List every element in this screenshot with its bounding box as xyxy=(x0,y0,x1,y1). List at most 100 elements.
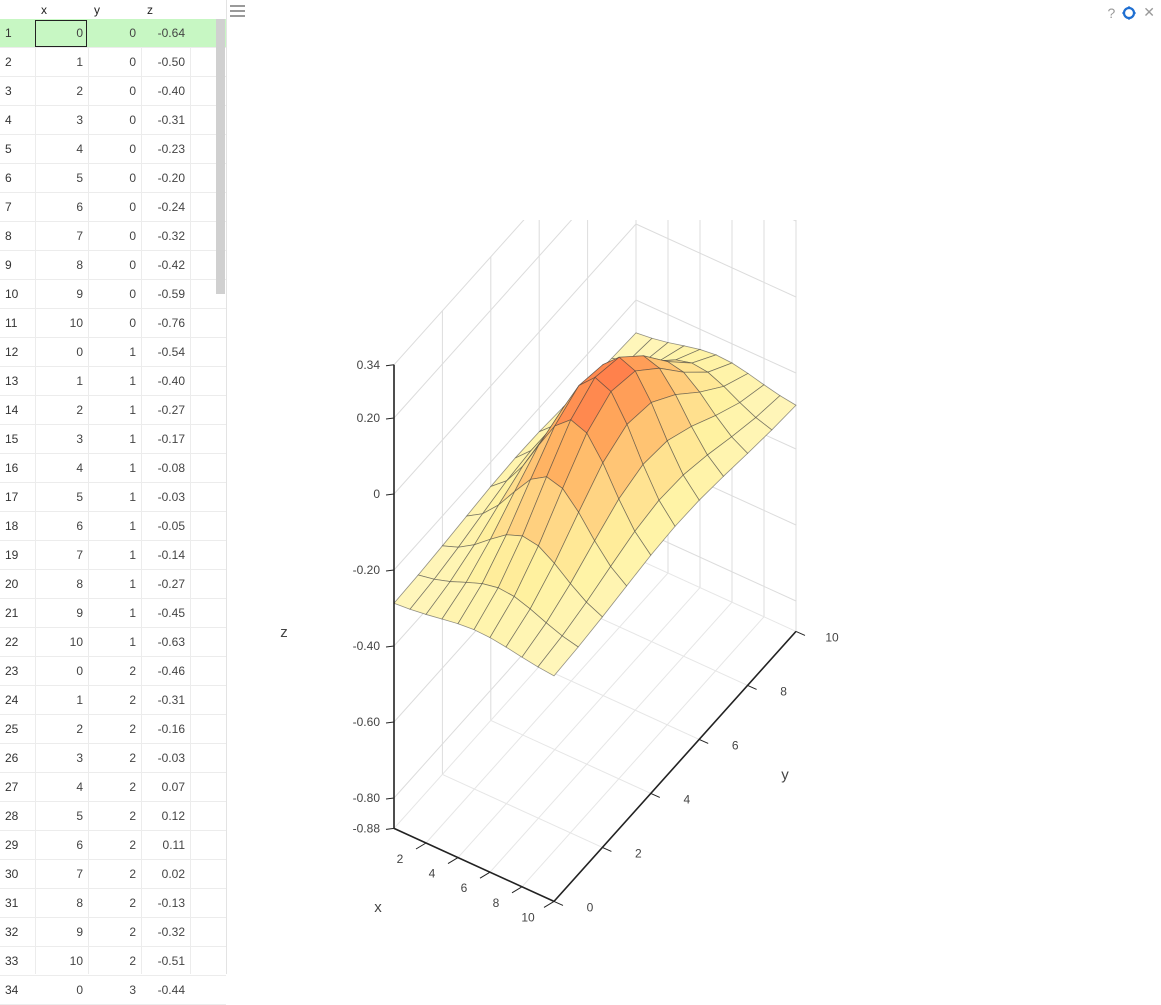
surface-chart[interactable]: 0.34 0.20 0 -0.20 -0.40 -0.60 -0.80 -0.88 2 4 6 8 10… xyxy=(240,220,1040,940)
cell-x[interactable]: 9 xyxy=(76,925,83,939)
cell-z[interactable]: -0.14 xyxy=(157,548,185,562)
table-row[interactable]: 2 1 0 -0.50 xyxy=(0,48,226,77)
table-scrollbar[interactable] xyxy=(216,19,225,294)
cell-y[interactable]: 1 xyxy=(129,577,136,591)
table-row[interactable]: 23 0 2 -0.46 xyxy=(0,657,226,686)
cell-x[interactable]: 4 xyxy=(76,142,83,156)
cell-z[interactable]: -0.40 xyxy=(157,84,185,98)
cell-z[interactable]: 0.12 xyxy=(161,809,185,823)
cell-x[interactable]: 1 xyxy=(76,374,83,388)
cell-x[interactable]: 4 xyxy=(76,780,83,794)
cell-y[interactable]: 0 xyxy=(129,229,136,243)
table-row[interactable]: 32 9 2 -0.32 xyxy=(0,918,226,947)
cell-x[interactable]: 10 xyxy=(69,635,83,649)
cell-z[interactable]: -0.23 xyxy=(157,142,185,156)
cell-x[interactable]: 2 xyxy=(76,403,83,417)
cell-y[interactable]: 1 xyxy=(129,461,136,475)
column-header-y[interactable]: y xyxy=(94,3,100,17)
table-row[interactable]: 10 9 0 -0.59 xyxy=(0,280,226,309)
table-row[interactable]: 14 2 1 -0.27 xyxy=(0,396,226,425)
help-icon[interactable]: ? xyxy=(1107,4,1116,21)
cell-y[interactable]: 1 xyxy=(129,635,136,649)
gear-icon[interactable] xyxy=(1122,5,1136,20)
table-row[interactable]: 18 6 1 -0.05 xyxy=(0,512,226,541)
cell-y[interactable]: 2 xyxy=(129,693,136,707)
cell-y[interactable]: 0 xyxy=(129,287,136,301)
cell-y[interactable]: 2 xyxy=(129,664,136,678)
cell-z[interactable]: -0.42 xyxy=(157,258,185,272)
cell-z[interactable]: -0.20 xyxy=(157,171,185,185)
cell-y[interactable]: 0 xyxy=(129,113,136,127)
cell-z[interactable]: -0.17 xyxy=(157,432,185,446)
cell-z[interactable]: -0.50 xyxy=(157,55,185,69)
cell-x[interactable]: 10 xyxy=(69,954,83,968)
cell-z[interactable]: -0.44 xyxy=(157,983,185,997)
cell-y[interactable]: 1 xyxy=(129,548,136,562)
table-row[interactable]: 3 2 0 -0.40 xyxy=(0,77,226,106)
cell-y[interactable]: 2 xyxy=(129,954,136,968)
cell-z[interactable]: -0.08 xyxy=(157,461,185,475)
cell-z[interactable]: -0.05 xyxy=(157,519,185,533)
column-header-z[interactable]: z xyxy=(147,3,153,17)
cell-z[interactable]: -0.13 xyxy=(157,896,185,910)
table-row[interactable]: 28 5 2 0.12 xyxy=(0,802,226,831)
table-row[interactable]: 19 7 1 -0.14 xyxy=(0,541,226,570)
table-row[interactable]: 25 2 2 -0.16 xyxy=(0,715,226,744)
cell-z[interactable]: 0.07 xyxy=(161,780,185,794)
cell-x[interactable]: 0 xyxy=(76,26,83,40)
cell-x[interactable]: 3 xyxy=(76,113,83,127)
cell-x[interactable]: 8 xyxy=(76,577,83,591)
cell-x[interactable]: 6 xyxy=(76,519,83,533)
close-icon[interactable]: ✕ xyxy=(1143,4,1155,20)
cell-z[interactable]: -0.24 xyxy=(157,200,185,214)
table-row[interactable]: 8 7 0 -0.32 xyxy=(0,222,226,251)
cell-x[interactable]: 6 xyxy=(76,200,83,214)
cell-x[interactable]: 5 xyxy=(76,490,83,504)
cell-x[interactable]: 9 xyxy=(76,287,83,301)
cell-y[interactable]: 1 xyxy=(129,374,136,388)
cell-z[interactable]: -0.16 xyxy=(157,722,185,736)
cell-x[interactable]: 8 xyxy=(76,896,83,910)
cell-z[interactable]: -0.45 xyxy=(157,606,185,620)
cell-z[interactable]: -0.64 xyxy=(157,26,185,40)
table-row[interactable]: 13 1 1 -0.40 xyxy=(0,367,226,396)
cell-z[interactable]: -0.03 xyxy=(157,490,185,504)
table-row[interactable]: 29 6 2 0.11 xyxy=(0,831,226,860)
table-row[interactable]: 11 10 0 -0.76 xyxy=(0,309,226,338)
table-row[interactable]: 27 4 2 0.07 xyxy=(0,773,226,802)
table-row[interactable]: 7 6 0 -0.24 xyxy=(0,193,226,222)
cell-y[interactable]: 1 xyxy=(129,519,136,533)
cell-y[interactable]: 0 xyxy=(129,316,136,330)
cell-x[interactable]: 4 xyxy=(76,461,83,475)
cell-z[interactable]: -0.63 xyxy=(157,635,185,649)
cell-y[interactable]: 1 xyxy=(129,403,136,417)
cell-y[interactable]: 2 xyxy=(129,896,136,910)
table-row[interactable]: 24 1 2 -0.31 xyxy=(0,686,226,715)
cell-x[interactable]: 1 xyxy=(76,55,83,69)
cell-z[interactable]: -0.40 xyxy=(157,374,185,388)
cell-y[interactable]: 0 xyxy=(129,171,136,185)
table-row[interactable]: 6 5 0 -0.20 xyxy=(0,164,226,193)
cell-y[interactable]: 2 xyxy=(129,780,136,794)
cell-z[interactable]: -0.31 xyxy=(157,693,185,707)
table-row[interactable]: 1 0 0 -0.64 xyxy=(0,19,226,48)
cell-z[interactable]: -0.32 xyxy=(157,229,185,243)
table-row[interactable]: 20 8 1 -0.27 xyxy=(0,570,226,599)
table-row[interactable]: 26 3 2 -0.03 xyxy=(0,744,226,773)
cell-y[interactable]: 2 xyxy=(129,751,136,765)
cell-y[interactable]: 3 xyxy=(129,983,136,997)
table-row[interactable]: 16 4 1 -0.08 xyxy=(0,454,226,483)
cell-z[interactable]: -0.59 xyxy=(157,287,185,301)
cell-z[interactable]: -0.32 xyxy=(157,925,185,939)
cell-y[interactable]: 2 xyxy=(129,809,136,823)
cell-x[interactable]: 2 xyxy=(76,722,83,736)
cell-y[interactable]: 0 xyxy=(129,142,136,156)
cell-y[interactable]: 2 xyxy=(129,838,136,852)
cell-x[interactable]: 1 xyxy=(76,693,83,707)
cell-y[interactable]: 0 xyxy=(129,200,136,214)
cell-x[interactable]: 9 xyxy=(76,606,83,620)
table-row[interactable]: 34 0 3 -0.44 xyxy=(0,976,226,1005)
table-row[interactable]: 12 0 1 -0.54 xyxy=(0,338,226,367)
cell-z[interactable]: -0.54 xyxy=(157,345,185,359)
cell-y[interactable]: 0 xyxy=(129,26,136,40)
